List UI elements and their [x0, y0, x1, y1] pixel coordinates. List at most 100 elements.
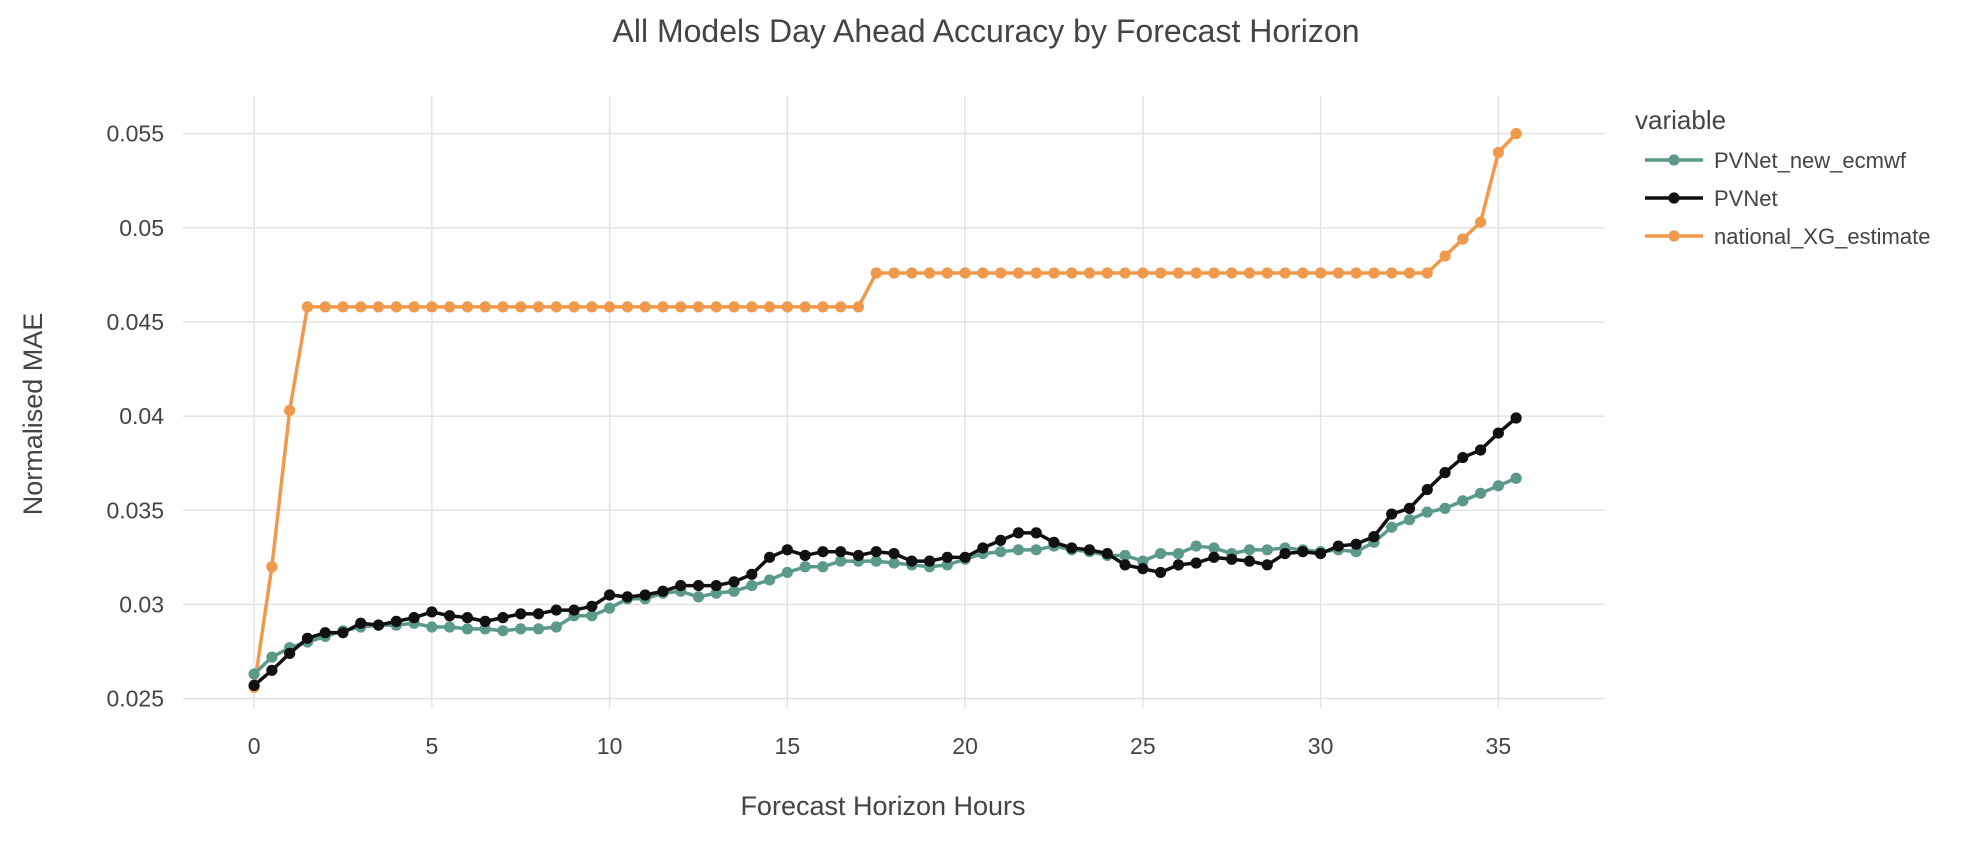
data-point	[604, 589, 616, 601]
data-point	[1315, 547, 1327, 560]
data-point	[959, 551, 971, 563]
data-point	[1155, 267, 1167, 279]
data-point	[1261, 544, 1273, 556]
data-point	[781, 566, 793, 579]
data-point	[515, 623, 527, 635]
data-point	[1421, 483, 1433, 496]
data-point	[728, 576, 740, 588]
x-tick-label: 35	[1486, 733, 1512, 759]
data-point	[372, 301, 385, 313]
legend-items: PVNet_new_ecmwf PVNet national_XG_estimate	[1645, 148, 1930, 249]
data-point	[497, 301, 509, 313]
data-point	[763, 551, 776, 563]
data-point	[675, 580, 687, 592]
data-point	[355, 301, 367, 313]
data-point	[763, 574, 776, 586]
x-tick-label: 15	[775, 733, 801, 759]
data-point	[1155, 566, 1167, 579]
data-point	[799, 561, 811, 573]
data-point	[586, 600, 598, 612]
data-point	[977, 267, 989, 279]
data-point	[746, 580, 758, 592]
series-PVNet	[248, 412, 1522, 692]
data-point	[284, 647, 296, 659]
y-tick-label: 0.035	[106, 497, 164, 523]
data-point	[1386, 521, 1398, 533]
data-point	[1403, 502, 1416, 514]
data-point	[284, 404, 296, 417]
data-point	[568, 301, 580, 313]
data-point	[870, 555, 882, 567]
data-point	[1403, 514, 1416, 526]
y-tick-label: 0.04	[119, 403, 164, 429]
data-point	[817, 301, 829, 313]
data-point	[995, 534, 1007, 547]
data-point	[337, 301, 349, 313]
series-national_XG_estimate	[248, 128, 1522, 693]
data-point	[746, 568, 758, 580]
data-point	[639, 589, 651, 601]
data-point	[728, 585, 740, 597]
data-point	[1083, 544, 1096, 556]
data-point	[692, 301, 705, 313]
data-point	[1368, 267, 1380, 279]
data-point	[906, 267, 918, 279]
y-tick-label: 0.03	[119, 591, 164, 617]
grid	[183, 96, 1605, 708]
data-point	[888, 547, 900, 560]
data-point	[995, 267, 1007, 279]
data-point	[408, 301, 420, 313]
y-axis-title: Normalised MAE	[18, 313, 48, 516]
data-point	[408, 612, 420, 624]
data-point	[1457, 233, 1469, 245]
data-point	[1190, 540, 1202, 552]
data-point	[1172, 559, 1184, 571]
data-point	[1190, 267, 1202, 279]
data-point	[550, 301, 562, 313]
data-point	[1332, 267, 1344, 279]
data-point	[1012, 544, 1025, 556]
data-point	[692, 580, 705, 592]
data-point	[266, 651, 278, 663]
data-point	[1279, 267, 1291, 279]
data-point	[835, 301, 847, 313]
data-point	[426, 301, 438, 313]
data-point	[1386, 267, 1398, 279]
data-point	[1190, 557, 1202, 569]
data-point	[1510, 472, 1522, 484]
data-point	[301, 301, 314, 313]
data-point	[1457, 495, 1469, 507]
data-point	[444, 610, 456, 622]
data-point	[426, 621, 438, 633]
data-point	[1155, 547, 1167, 560]
data-point	[1012, 267, 1025, 279]
data-point	[461, 623, 473, 635]
data-point	[390, 301, 402, 313]
data-point	[1243, 544, 1256, 556]
data-point	[1492, 427, 1504, 439]
data-point	[1172, 267, 1184, 279]
data-point	[1510, 412, 1522, 424]
y-tick-label: 0.05	[119, 215, 164, 241]
data-point	[763, 301, 776, 313]
data-point	[426, 606, 438, 618]
legend-item: national_XG_estimate	[1645, 224, 1930, 249]
data-point	[266, 664, 278, 676]
legend-swatch-marker	[1668, 230, 1680, 242]
data-point	[1332, 540, 1344, 552]
series-PVNet_new_ecmwf	[248, 472, 1522, 680]
data-point	[497, 625, 509, 637]
data-point	[586, 301, 598, 313]
data-point	[1066, 542, 1078, 554]
data-point	[1474, 444, 1487, 456]
data-point	[923, 267, 936, 279]
data-point	[1386, 508, 1398, 520]
data-point	[1137, 563, 1149, 575]
legend-label: PVNet_new_ecmwf	[1714, 148, 1907, 173]
data-point	[1403, 267, 1416, 279]
data-point	[319, 301, 331, 313]
data-point	[1279, 547, 1291, 560]
data-point	[888, 557, 900, 569]
data-point	[781, 544, 793, 556]
data-point	[1226, 267, 1238, 279]
